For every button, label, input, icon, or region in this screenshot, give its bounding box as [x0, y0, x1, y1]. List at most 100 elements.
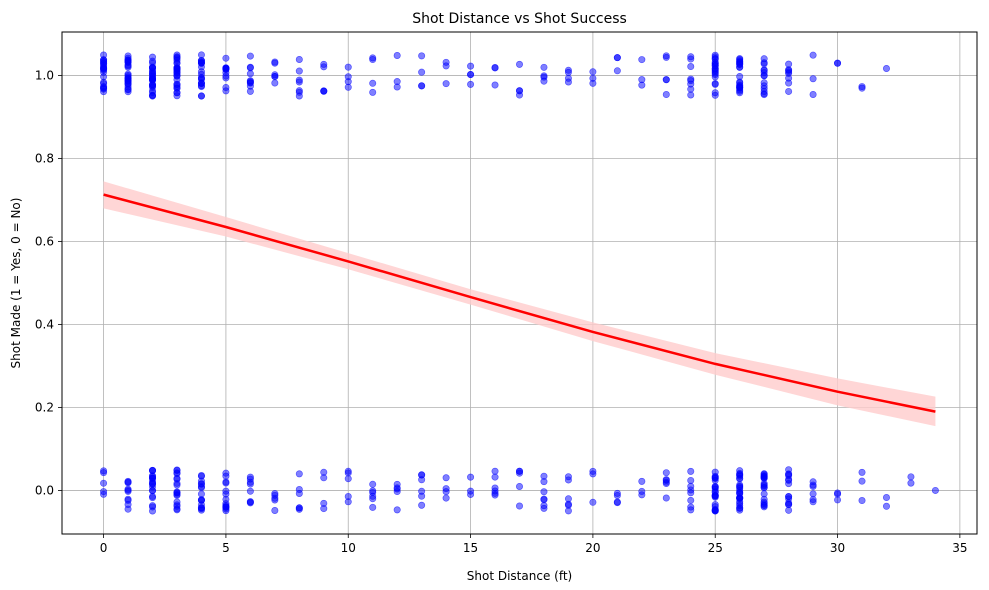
- data-point: [369, 488, 377, 496]
- data-point: [785, 492, 793, 500]
- data-point: [711, 472, 719, 480]
- data-point: [858, 477, 866, 485]
- data-point: [320, 87, 328, 95]
- data-point: [344, 475, 352, 483]
- data-point: [785, 60, 793, 68]
- data-point: [589, 79, 597, 87]
- data-point: [124, 70, 132, 78]
- data-point: [344, 467, 352, 475]
- data-point: [736, 506, 744, 514]
- data-point: [711, 62, 719, 70]
- x-tick-label: 15: [463, 541, 478, 555]
- data-point: [271, 490, 279, 498]
- chart-title: Shot Distance vs Shot Success: [412, 11, 627, 27]
- data-point: [149, 91, 157, 99]
- data-point: [295, 55, 303, 63]
- data-point: [246, 487, 254, 495]
- data-point: [785, 470, 793, 478]
- data-point: [564, 495, 572, 503]
- data-point: [442, 488, 450, 496]
- data-point: [760, 69, 768, 77]
- data-point: [491, 81, 499, 89]
- data-point: [638, 56, 646, 64]
- data-point: [149, 466, 157, 474]
- data-point: [564, 507, 572, 515]
- data-point: [295, 88, 303, 96]
- data-point: [711, 71, 719, 79]
- data-point: [467, 62, 475, 70]
- y-axis-ticks: 0.0 0.2 0.4 0.6 0.8 1.0: [35, 69, 62, 497]
- data-point: [858, 84, 866, 92]
- data-point: [222, 469, 230, 477]
- data-point: [687, 91, 695, 99]
- data-point: [785, 87, 793, 95]
- plot-frame: [61, 31, 978, 535]
- data-point: [149, 63, 157, 71]
- data-point: [760, 88, 768, 96]
- data-point: [197, 496, 205, 504]
- data-point: [418, 52, 426, 60]
- data-point: [295, 504, 303, 512]
- confidence-band: [103, 181, 936, 427]
- y-tick-label: 1.0: [35, 69, 54, 83]
- x-tick-label: 25: [708, 541, 723, 555]
- data-point: [222, 479, 230, 487]
- data-point: [271, 79, 279, 87]
- data-point: [246, 63, 254, 71]
- data-point: [564, 68, 572, 76]
- data-point: [687, 63, 695, 71]
- data-point: [369, 88, 377, 96]
- data-point: [100, 479, 108, 487]
- data-point: [882, 65, 890, 73]
- data-point: [809, 90, 817, 98]
- data-point: [687, 80, 695, 88]
- data-point: [613, 489, 621, 497]
- data-point: [467, 490, 475, 498]
- data-point: [711, 493, 719, 501]
- data-point: [100, 488, 108, 496]
- data-point: [246, 52, 254, 60]
- data-point: [931, 486, 939, 494]
- data-point: [344, 83, 352, 91]
- data-point: [222, 83, 230, 91]
- y-tick-label: 0.2: [35, 400, 54, 414]
- data-point: [662, 494, 670, 502]
- data-point: [295, 486, 303, 494]
- data-point: [515, 502, 523, 510]
- x-axis-label: Shot Distance (ft): [467, 569, 572, 583]
- data-point: [418, 471, 426, 479]
- data-point: [418, 82, 426, 90]
- regression-line: [103, 193, 936, 413]
- data-point: [736, 472, 744, 480]
- data-point: [589, 68, 597, 76]
- data-point: [540, 472, 548, 480]
- data-point: [736, 72, 744, 80]
- data-point: [173, 82, 181, 90]
- data-point: [344, 73, 352, 81]
- data-point: [662, 52, 670, 60]
- data-point: [173, 89, 181, 97]
- data-point: [393, 506, 401, 514]
- data-point: [222, 502, 230, 510]
- data-point: [540, 77, 548, 85]
- data-point: [295, 76, 303, 84]
- data-point: [222, 74, 230, 82]
- data-point: [687, 476, 695, 484]
- data-point: [711, 53, 719, 61]
- regression-line-group: [103, 193, 936, 413]
- data-point: [613, 499, 621, 507]
- data-point: [491, 64, 499, 72]
- data-point: [687, 53, 695, 61]
- data-point: [149, 57, 157, 65]
- data-point: [271, 59, 279, 67]
- data-point: [393, 52, 401, 60]
- data-point: [246, 70, 254, 78]
- data-point: [809, 482, 817, 490]
- data-point: [882, 502, 890, 510]
- data-point: [491, 484, 499, 492]
- data-point: [711, 482, 719, 490]
- data-point: [149, 502, 157, 510]
- data-point: [736, 498, 744, 506]
- x-axis-ticks: 0 5 10 15 20 25 30 35: [100, 534, 968, 555]
- data-point: [149, 487, 157, 495]
